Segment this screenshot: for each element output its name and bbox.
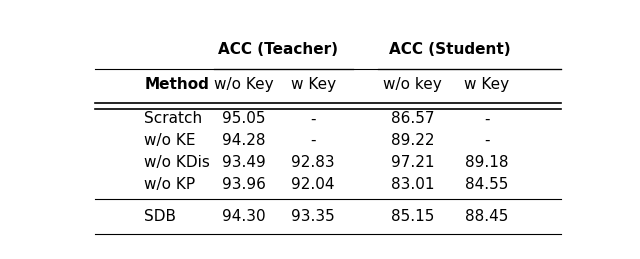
Text: 86.57: 86.57 <box>390 111 434 126</box>
Text: ACC (Teacher): ACC (Teacher) <box>218 41 339 56</box>
Text: w/o Key: w/o Key <box>214 77 273 92</box>
Text: w Key: w Key <box>464 77 509 92</box>
Text: Method: Method <box>145 77 209 92</box>
Text: w Key: w Key <box>291 77 336 92</box>
Text: ACC (Student): ACC (Student) <box>388 41 510 56</box>
Text: w/o KP: w/o KP <box>145 177 196 192</box>
Text: 88.45: 88.45 <box>465 209 508 224</box>
Text: 95.05: 95.05 <box>222 111 266 126</box>
Text: w/o key: w/o key <box>383 77 442 92</box>
Text: 92.04: 92.04 <box>291 177 335 192</box>
Text: 89.18: 89.18 <box>465 155 508 170</box>
Text: 84.55: 84.55 <box>465 177 508 192</box>
Text: w/o KDis: w/o KDis <box>145 155 211 170</box>
Text: 93.49: 93.49 <box>222 155 266 170</box>
Text: SDB: SDB <box>145 209 177 224</box>
Text: 93.96: 93.96 <box>221 177 266 192</box>
Text: -: - <box>484 133 490 148</box>
Text: 92.83: 92.83 <box>291 155 335 170</box>
Text: 97.21: 97.21 <box>390 155 434 170</box>
Text: w/o KE: w/o KE <box>145 133 196 148</box>
Text: 83.01: 83.01 <box>390 177 434 192</box>
Text: 89.22: 89.22 <box>390 133 434 148</box>
Text: 93.35: 93.35 <box>291 209 335 224</box>
Text: -: - <box>310 111 316 126</box>
Text: 94.28: 94.28 <box>222 133 266 148</box>
Text: Scratch: Scratch <box>145 111 203 126</box>
Text: 85.15: 85.15 <box>390 209 434 224</box>
Text: 94.30: 94.30 <box>222 209 266 224</box>
Text: -: - <box>310 133 316 148</box>
Text: -: - <box>484 111 490 126</box>
